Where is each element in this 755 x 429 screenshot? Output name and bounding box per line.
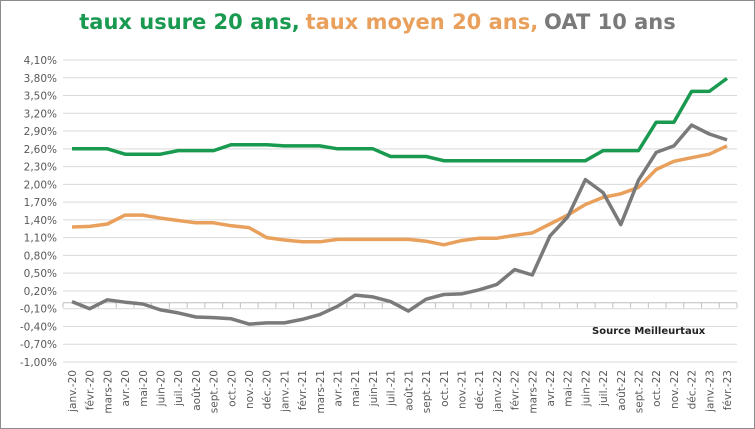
x-tick-label: nov.-20 bbox=[244, 370, 256, 409]
y-tick-label: 1,40% bbox=[24, 215, 57, 227]
y-tick-label: 3,50% bbox=[24, 91, 57, 103]
x-tick-label: oct.-20 bbox=[226, 370, 238, 407]
y-tick-label: -0,40% bbox=[20, 321, 57, 333]
x-tick-label: juil.-20 bbox=[173, 370, 185, 407]
x-tick-label: sept.-20 bbox=[209, 370, 221, 413]
x-tick-label: sept.-21 bbox=[421, 370, 433, 413]
x-tick-label: févr.-21 bbox=[297, 370, 309, 410]
x-tick-label: oct.-22 bbox=[651, 370, 663, 407]
x-tick-label: déc.-22 bbox=[687, 370, 699, 409]
x-tick-label: févr.-22 bbox=[510, 370, 522, 410]
x-tick-label: avr.-21 bbox=[333, 370, 345, 407]
x-tick-label: mars-21 bbox=[315, 370, 327, 414]
x-tick-label: nov.-21 bbox=[456, 370, 468, 409]
y-tick-label: 4,10% bbox=[24, 55, 57, 67]
x-tick-label: mars-20 bbox=[102, 370, 114, 414]
chart-title: taux usure 20 ans, taux moyen 20 ans, OA… bbox=[0, 10, 755, 35]
x-tick-label: déc.-20 bbox=[262, 370, 274, 409]
y-tick-label: -0,70% bbox=[20, 339, 57, 351]
title-usure: taux usure 20 ans, bbox=[79, 10, 300, 34]
y-tick-label: -1,00% bbox=[20, 357, 57, 369]
y-tick-label: 3,20% bbox=[24, 108, 57, 120]
x-tick-label: avr.-20 bbox=[120, 370, 132, 407]
y-tick-label: 0,20% bbox=[24, 286, 57, 298]
x-tick-label: janv.-22 bbox=[492, 370, 504, 413]
x-tick-label: févr.-20 bbox=[85, 370, 97, 410]
y-tick-label: 0,80% bbox=[24, 250, 57, 262]
x-tick-label: août-21 bbox=[403, 370, 415, 411]
x-tick-label: nov.-22 bbox=[669, 370, 681, 409]
x-tick-label: janv.-23 bbox=[704, 370, 716, 413]
series-line-taux-usure-20-ans bbox=[72, 76, 729, 163]
title-moyen: taux moyen 20 ans, bbox=[305, 10, 539, 34]
x-tick-label: juin-22 bbox=[580, 370, 592, 407]
x-tick-label: avr.-22 bbox=[545, 370, 557, 407]
x-tick-label: oct.-21 bbox=[439, 370, 451, 407]
x-tick-label: juin-21 bbox=[368, 370, 380, 407]
x-tick-label: févr.-23 bbox=[722, 370, 734, 410]
source-annotation: Source Meilleurtaux bbox=[592, 326, 706, 337]
title-oat: OAT 10 ans bbox=[544, 10, 676, 34]
x-tick-label: mars-22 bbox=[527, 370, 539, 414]
series-line-taux-moyen-20-ans bbox=[71, 144, 728, 247]
x-tick-label: sept.-22 bbox=[633, 370, 645, 413]
y-tick-label: 2,60% bbox=[24, 144, 57, 156]
y-tick-label: 1,70% bbox=[24, 197, 57, 209]
x-tick-label: août-22 bbox=[616, 370, 628, 411]
series-line-OAT-10-ans bbox=[71, 123, 728, 326]
y-tick-label: 2,00% bbox=[24, 179, 57, 191]
x-tick-label: janv.-20 bbox=[67, 370, 79, 413]
y-tick-label: 0,50% bbox=[24, 268, 57, 280]
y-tick-label: 1,10% bbox=[24, 233, 57, 245]
x-tick-label: juil.-22 bbox=[598, 370, 610, 407]
x-tick-label: mai-20 bbox=[138, 370, 150, 407]
y-tick-label: 3,80% bbox=[24, 73, 57, 85]
x-tick-label: déc.-21 bbox=[474, 370, 486, 409]
x-tick-label: juil.-21 bbox=[386, 370, 398, 407]
x-tick-label: mai-21 bbox=[350, 370, 362, 407]
x-tick-label: mai-22 bbox=[563, 370, 575, 407]
y-tick-label: -0,10% bbox=[20, 304, 57, 316]
x-tick-label: juin-20 bbox=[156, 370, 168, 407]
x-tick-label: janv.-21 bbox=[279, 370, 291, 413]
y-tick-label: 2,90% bbox=[24, 126, 57, 138]
y-tick-label: 2,30% bbox=[24, 162, 57, 174]
x-tick-label: août-20 bbox=[191, 370, 203, 411]
